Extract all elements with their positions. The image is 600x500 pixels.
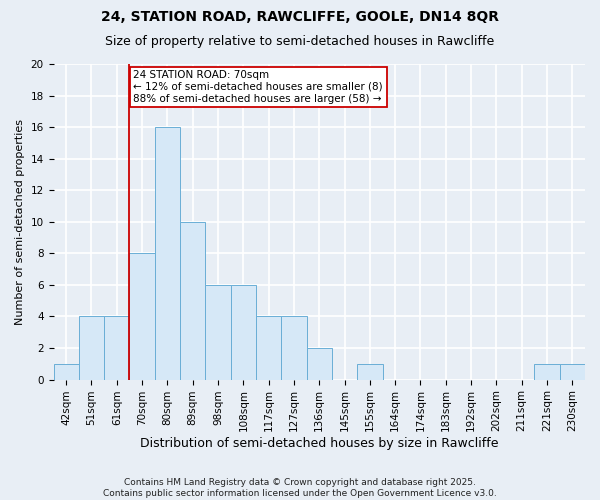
Bar	[230, 285, 256, 380]
Bar	[205, 285, 230, 380]
X-axis label: Distribution of semi-detached houses by size in Rawcliffe: Distribution of semi-detached houses by …	[140, 437, 499, 450]
Bar	[180, 222, 205, 380]
Text: Size of property relative to semi-detached houses in Rawcliffe: Size of property relative to semi-detach…	[106, 35, 494, 48]
Bar	[104, 316, 130, 380]
Text: Contains HM Land Registry data © Crown copyright and database right 2025.
Contai: Contains HM Land Registry data © Crown c…	[103, 478, 497, 498]
Bar	[53, 364, 79, 380]
Text: 24, STATION ROAD, RAWCLIFFE, GOOLE, DN14 8QR: 24, STATION ROAD, RAWCLIFFE, GOOLE, DN14…	[101, 10, 499, 24]
Bar	[130, 254, 155, 380]
Bar	[79, 316, 104, 380]
Bar	[535, 364, 560, 380]
Y-axis label: Number of semi-detached properties: Number of semi-detached properties	[15, 119, 25, 325]
Bar	[256, 316, 281, 380]
Bar	[155, 127, 180, 380]
Text: 24 STATION ROAD: 70sqm
← 12% of semi-detached houses are smaller (8)
88% of semi: 24 STATION ROAD: 70sqm ← 12% of semi-det…	[133, 70, 383, 104]
Bar	[560, 364, 585, 380]
Bar	[357, 364, 383, 380]
Bar	[307, 348, 332, 380]
Bar	[281, 316, 307, 380]
